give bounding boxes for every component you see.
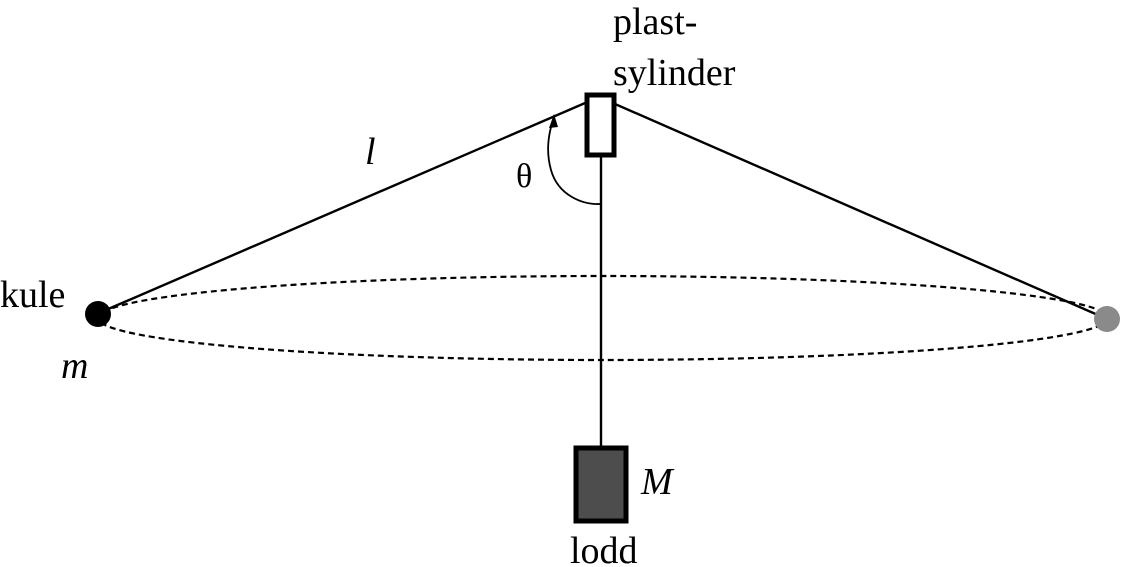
- weight-block: [573, 445, 629, 524]
- angle-arrowhead: [549, 114, 558, 128]
- ball: [85, 301, 111, 327]
- angle-label: θ: [516, 158, 532, 195]
- ball-mass-label: m: [61, 345, 88, 387]
- cylinder-label-line1: plast-: [613, 1, 697, 43]
- cylinder-label-line2: sylinder: [613, 52, 736, 94]
- plastic-cylinder: [584, 92, 617, 158]
- ball-ghost: [1094, 306, 1120, 332]
- weight-label: lodd: [570, 530, 638, 567]
- string-right: [598, 95, 1108, 321]
- string-left: [98, 95, 600, 315]
- weight-mass-label: M: [640, 461, 675, 503]
- orbit-ellipse: [96, 274, 1110, 362]
- string-length-label: l: [365, 131, 376, 173]
- ball-label: kule: [0, 274, 65, 316]
- angle-arc: [547, 119, 602, 205]
